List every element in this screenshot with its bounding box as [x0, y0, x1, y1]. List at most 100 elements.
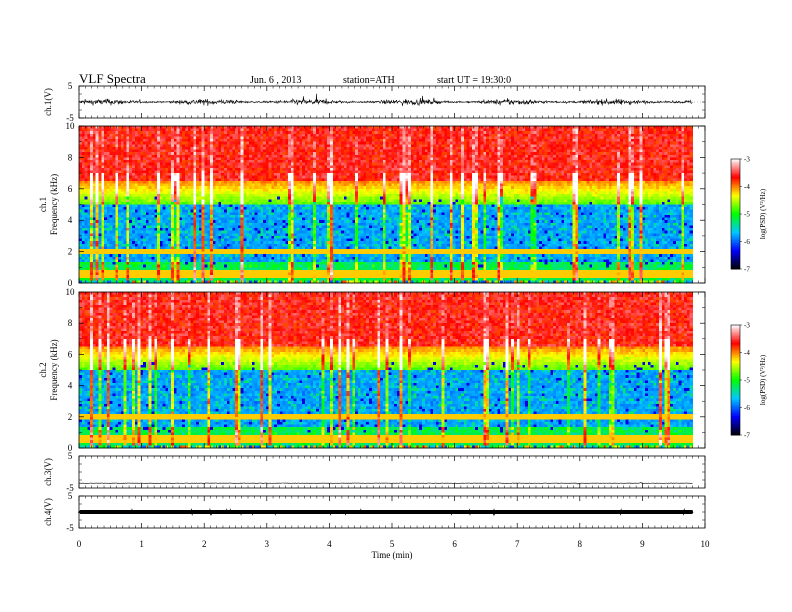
spectrogram-cell	[232, 129, 235, 132]
spectrogram-cell	[288, 259, 291, 262]
spectrogram-cell	[129, 205, 132, 208]
spectrogram-cell	[152, 152, 155, 155]
spectrogram-cell	[185, 270, 188, 273]
spectrogram-cell	[129, 181, 132, 184]
spectrogram-cell	[79, 278, 82, 281]
spectrogram-cell	[146, 147, 149, 150]
spectrogram-cell	[146, 212, 149, 215]
spectrogram-cell	[241, 205, 244, 208]
spectrogram-cell	[138, 176, 141, 179]
spectrogram-cell	[204, 199, 207, 202]
spectrogram-cell	[271, 131, 274, 134]
spectrogram-cell	[118, 205, 121, 208]
spectrogram-cell	[182, 155, 185, 158]
spectrogram-cell	[140, 194, 143, 197]
spectrogram-cell	[216, 163, 219, 166]
spectrogram-cell	[129, 233, 132, 236]
spectrogram-cell	[191, 252, 194, 255]
spectrogram-cell	[244, 233, 247, 236]
spectrogram-cell	[87, 223, 90, 226]
spectrogram-cell	[188, 246, 191, 249]
spectrogram-cell	[126, 173, 129, 176]
spectrogram-cell	[227, 225, 230, 228]
spectrogram-cell	[263, 265, 266, 268]
spectrogram-cell	[202, 157, 205, 160]
spectrogram-cell	[271, 142, 274, 145]
spectrogram-cell	[177, 168, 180, 171]
spectrogram-cell	[255, 150, 258, 153]
spectrogram-cell	[165, 225, 168, 228]
spectrogram-cell	[171, 215, 174, 218]
spectrogram-cell	[283, 236, 286, 239]
spectrogram-cell	[246, 184, 249, 187]
spectrogram-cell	[271, 273, 274, 276]
spectrogram-cell	[266, 144, 269, 147]
spectrogram-cell	[204, 239, 207, 242]
spectrogram-cell	[266, 168, 269, 171]
spectrogram-cell	[152, 218, 155, 221]
spectrogram-cell	[165, 218, 168, 221]
spectrogram-cell	[168, 197, 171, 200]
spectrogram-cell	[132, 139, 135, 142]
spectrogram-cell	[163, 173, 166, 176]
spectrogram-cell	[112, 236, 115, 239]
ch1-waveform-panel: 5-5ch.1(V)	[43, 81, 705, 123]
spectrogram-cell	[224, 184, 227, 187]
spectrogram-cell	[182, 220, 185, 223]
spectrogram-cell	[179, 189, 182, 192]
spectrogram-cell	[124, 139, 127, 142]
spectrogram-cell	[283, 173, 286, 176]
spectrogram-cell	[294, 210, 297, 213]
spectrogram-cell	[149, 249, 152, 252]
spectrogram-cell	[249, 239, 252, 242]
spectrogram-cell	[149, 239, 152, 242]
spectrogram-cell	[193, 170, 196, 173]
spectrogram-cell	[235, 144, 238, 147]
spectrogram-cell	[277, 150, 280, 153]
spectrogram-cell	[171, 246, 174, 249]
spectrogram-cell	[196, 241, 199, 244]
spectrogram-cell	[140, 267, 143, 270]
spectrogram-cell	[246, 278, 249, 281]
spectrogram-cell	[216, 223, 219, 226]
spectrogram-cell	[277, 205, 280, 208]
spectrogram-cell	[269, 233, 272, 236]
spectrogram-cell	[266, 147, 269, 150]
spectrogram-cell	[246, 212, 249, 215]
spectrogram-cell	[207, 265, 210, 268]
spectrogram-cell	[263, 139, 266, 142]
spectrogram-cell	[224, 157, 227, 160]
spectrogram-cell	[154, 176, 157, 179]
spectrogram-cell	[230, 191, 233, 194]
spectrogram-cell	[129, 144, 132, 147]
spectrogram-cell	[154, 225, 157, 228]
spectrogram-cell	[85, 262, 88, 265]
spectrogram-cell	[196, 218, 199, 221]
spectrogram-cell	[218, 170, 221, 173]
spectrogram-cell	[252, 215, 255, 218]
spectrogram-cell	[182, 197, 185, 200]
spectrogram-cell	[238, 252, 241, 255]
spectrogram-cell	[112, 165, 115, 168]
spectrogram-cell	[177, 267, 180, 270]
spectrogram-cell	[149, 152, 152, 155]
spectrogram-cell	[138, 168, 141, 171]
spectrogram-cell	[285, 218, 288, 221]
spectrogram-cell	[283, 228, 286, 231]
spectrogram-cell	[193, 275, 196, 278]
spectrogram-cell	[207, 152, 210, 155]
spectrogram-cell	[230, 241, 233, 244]
spectrogram-cell	[288, 278, 291, 281]
spectrogram-cell	[244, 236, 247, 239]
spectrogram-cell	[299, 194, 302, 197]
spectrogram-cell	[238, 163, 241, 166]
spectrogram-cell	[93, 202, 96, 205]
spectrogram-cell	[274, 262, 277, 265]
spectrogram-cell	[193, 152, 196, 155]
spectrogram-cell	[118, 126, 121, 129]
spectrogram-cell	[246, 157, 249, 160]
spectrogram-cell	[177, 262, 180, 265]
spectrogram-cell	[174, 252, 177, 255]
spectrogram-cell	[96, 267, 99, 270]
spectrogram-cell	[132, 126, 135, 129]
